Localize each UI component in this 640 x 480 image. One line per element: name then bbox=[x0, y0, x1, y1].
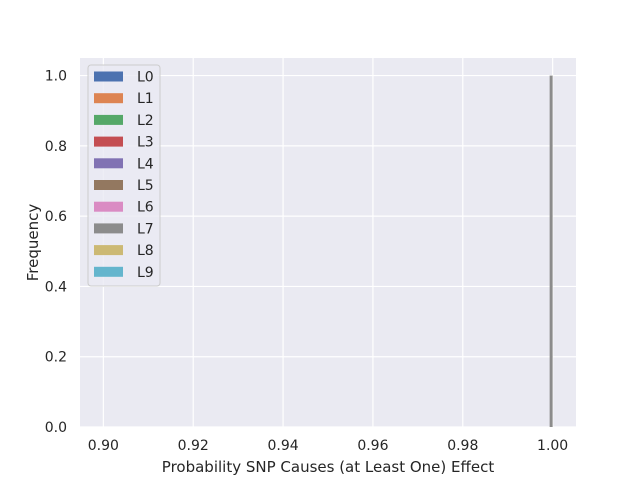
legend-item-l7: L7 bbox=[94, 221, 154, 237]
legend-swatch bbox=[94, 71, 123, 82]
legend-label: L6 bbox=[137, 200, 154, 216]
x-tick-label: 0.96 bbox=[357, 438, 388, 454]
y-tick-label: 0.8 bbox=[45, 139, 67, 155]
legend-item-l3: L3 bbox=[94, 135, 154, 151]
legend-swatch bbox=[94, 245, 123, 256]
x-tick-label: 0.94 bbox=[267, 438, 298, 454]
legend-label: L0 bbox=[137, 70, 154, 86]
legend-label: L2 bbox=[137, 113, 154, 129]
y-tick-label: 0.6 bbox=[45, 209, 67, 225]
legend-swatch bbox=[94, 114, 123, 125]
legend-item-l5: L5 bbox=[94, 178, 154, 194]
legend-item-l9: L9 bbox=[94, 265, 154, 281]
y-tick-label: 0.4 bbox=[45, 279, 67, 295]
legend-item-l0: L0 bbox=[94, 70, 154, 86]
bar-l7-0 bbox=[549, 75, 553, 428]
y-tick-label: 0.2 bbox=[45, 350, 67, 366]
x-tick-label: 1.00 bbox=[537, 438, 568, 454]
x-tick-label: 0.98 bbox=[447, 438, 478, 454]
legend-swatch bbox=[94, 223, 123, 234]
legend-swatch bbox=[94, 93, 123, 104]
x-axis-label: Probability SNP Causes (at Least One) Ef… bbox=[162, 458, 495, 476]
legend-swatch bbox=[94, 158, 123, 169]
legend-label: L3 bbox=[137, 135, 154, 151]
legend-label: L5 bbox=[137, 178, 154, 194]
legend-label: L9 bbox=[137, 265, 154, 281]
x-tick-labels: 0.90 0.92 0.94 0.96 0.98 1.00 bbox=[88, 438, 568, 454]
legend-swatch bbox=[94, 201, 123, 212]
legend-label: L7 bbox=[137, 221, 154, 237]
legend-swatch bbox=[94, 136, 123, 147]
legend-item-l8: L8 bbox=[94, 243, 154, 259]
y-tick-label: 0.0 bbox=[45, 420, 67, 436]
legend-swatch bbox=[94, 266, 123, 277]
x-tick-label: 0.92 bbox=[178, 438, 209, 454]
y-tick-labels: 0.0 0.2 0.4 0.6 0.8 1.0 bbox=[45, 69, 67, 436]
legend-item-l6: L6 bbox=[94, 200, 154, 216]
legend-item-l1: L1 bbox=[94, 91, 154, 107]
x-tick-label: 0.90 bbox=[88, 438, 119, 454]
legend-label: L1 bbox=[137, 91, 154, 107]
legend-label: L4 bbox=[137, 156, 154, 172]
plot-background bbox=[80, 58, 576, 427]
y-tick-label: 1.0 bbox=[45, 69, 67, 85]
y-axis-label: Frequency bbox=[24, 204, 42, 282]
grid-lines bbox=[80, 58, 576, 428]
histogram-bars bbox=[549, 75, 553, 428]
legend: L0 L1 L2 L3 L4 L5 L6 L7 L8 L9 bbox=[87, 64, 161, 287]
legend-item-l2: L2 bbox=[94, 113, 154, 129]
legend-item-l4: L4 bbox=[94, 156, 154, 172]
legend-swatch bbox=[94, 180, 123, 190]
legend-label: L8 bbox=[137, 243, 154, 259]
